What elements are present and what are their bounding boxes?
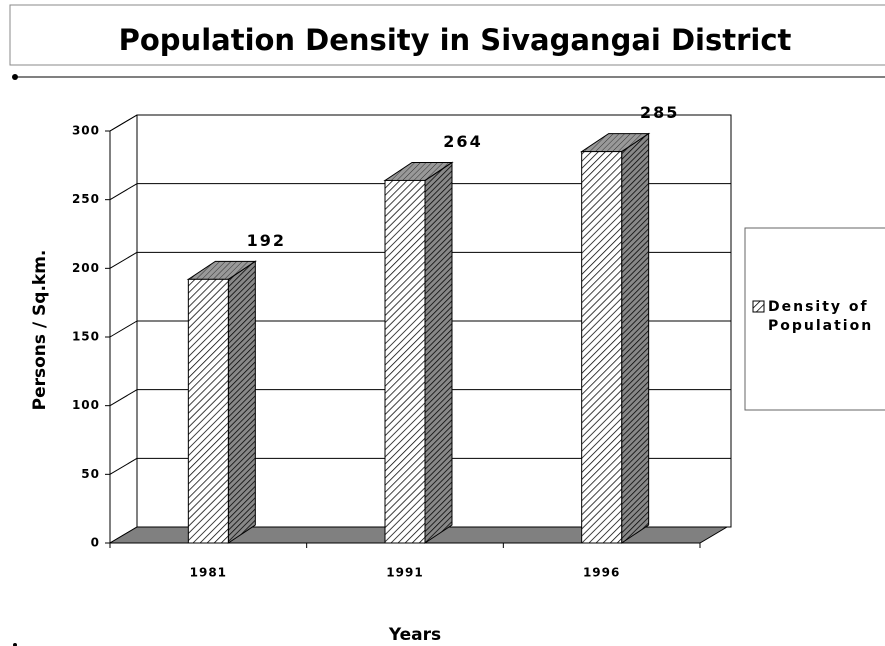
x-tick-label: 1991	[386, 566, 423, 580]
legend-box	[744, 227, 885, 411]
grid-line	[109, 183, 138, 201]
y-tick-label: 0	[91, 536, 100, 550]
bar-side	[424, 161, 453, 544]
legend-swatch	[752, 300, 765, 313]
y-tick-label: 100	[72, 398, 100, 412]
y-tick-label: 150	[72, 330, 100, 344]
grid-line	[109, 389, 138, 407]
bar	[384, 179, 426, 544]
chart-title: Population Density in Sivagangai Distric…	[119, 23, 792, 57]
title-box	[9, 4, 885, 66]
bar	[187, 278, 229, 544]
x-axis-label: Years	[388, 625, 441, 645]
grid-line	[109, 457, 138, 475]
bar	[581, 151, 623, 544]
grid-line	[109, 114, 138, 132]
grid-line	[109, 251, 138, 269]
data-label: 285	[640, 103, 679, 122]
legend-text-box: Density of Population	[768, 299, 874, 334]
y-tick-label: 300	[72, 124, 100, 138]
y-tick-label: 50	[81, 467, 100, 481]
legend-label: Density of Population	[768, 299, 874, 334]
data-label: 192	[247, 231, 286, 250]
bullet	[12, 74, 18, 80]
y-tick-label: 200	[72, 261, 100, 275]
grid-line	[109, 320, 138, 338]
y-axis-label: Persons / Sq.km.	[30, 250, 50, 411]
bar-side	[227, 260, 256, 544]
y-tick-label: 250	[72, 192, 100, 206]
bar-side	[621, 132, 650, 544]
x-tick-label: 1996	[583, 566, 620, 580]
bullet	[13, 643, 17, 646]
data-label: 264	[443, 132, 482, 151]
x-tick-label: 1981	[190, 566, 227, 580]
